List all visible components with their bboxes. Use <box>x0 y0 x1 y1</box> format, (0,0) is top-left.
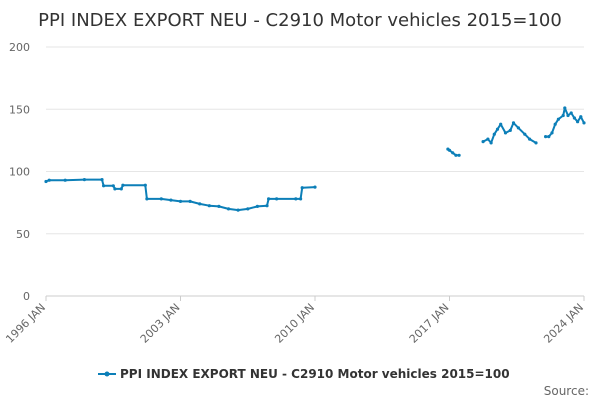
y-tick-label: 0 <box>23 290 30 303</box>
data-point[interactable] <box>582 121 586 125</box>
data-point[interactable] <box>511 121 516 125</box>
data-point[interactable] <box>499 122 503 126</box>
data-point[interactable] <box>47 178 51 182</box>
data-point[interactable] <box>447 148 452 152</box>
x-tick-label: 2003 JAN <box>138 301 183 346</box>
y-axis-ticks: 0 50 100 150 200 <box>9 41 30 303</box>
data-point[interactable] <box>454 153 458 157</box>
data-point[interactable] <box>198 202 202 206</box>
y-tick-label: 50 <box>16 228 30 241</box>
data-point[interactable] <box>563 106 567 110</box>
data-point[interactable] <box>159 197 163 201</box>
data-point[interactable] <box>486 137 490 141</box>
data-point[interactable] <box>226 207 231 211</box>
legend-marker-icon <box>104 371 110 377</box>
data-point[interactable] <box>451 151 455 155</box>
data-point[interactable] <box>143 183 147 187</box>
data-point[interactable] <box>508 128 512 132</box>
data-point[interactable] <box>528 137 532 141</box>
y-gridlines <box>46 46 584 297</box>
data-point[interactable] <box>145 197 149 201</box>
source-label[interactable]: Source: <box>544 384 589 398</box>
data-point[interactable] <box>576 120 580 124</box>
x-tick-label: 2017 JAN <box>407 301 452 346</box>
legend-series-label: PPI INDEX EXPORT NEU - C2910 Motor vehic… <box>120 367 510 381</box>
chart-title: PPI INDEX EXPORT NEU - C2910 Motor vehic… <box>38 10 562 31</box>
data-point[interactable] <box>566 113 570 118</box>
data-point[interactable] <box>547 135 551 139</box>
data-point[interactable] <box>457 153 461 157</box>
data-point[interactable] <box>299 197 303 201</box>
data-point[interactable] <box>550 131 554 135</box>
data-point[interactable] <box>481 140 485 144</box>
data-point[interactable] <box>63 178 67 182</box>
data-point[interactable] <box>82 178 86 182</box>
x-tick-label: 2010 JAN <box>272 301 317 346</box>
data-point[interactable] <box>313 185 317 189</box>
x-tick-label: 2024 JAN <box>541 301 586 346</box>
data-point[interactable] <box>44 179 48 184</box>
data-point[interactable] <box>121 183 125 187</box>
plot-area <box>44 106 586 212</box>
data-point[interactable] <box>523 132 527 136</box>
data-point[interactable] <box>119 187 123 191</box>
data-point[interactable] <box>100 178 104 182</box>
data-point[interactable] <box>207 204 211 208</box>
y-tick-label: 200 <box>9 41 30 54</box>
legend[interactable]: PPI INDEX EXPORT NEU - C2910 Motor vehic… <box>98 367 510 381</box>
data-point[interactable] <box>534 141 538 145</box>
data-point[interactable] <box>503 131 508 135</box>
data-point[interactable] <box>569 111 573 115</box>
data-point[interactable] <box>265 204 269 208</box>
data-point[interactable] <box>572 116 577 120</box>
data-point[interactable] <box>495 127 500 131</box>
y-tick-label: 150 <box>9 103 30 116</box>
x-axis: 1996 JAN 2003 JAN 2010 JAN 2017 JAN 2024 JAN <box>3 296 586 346</box>
data-point[interactable] <box>492 132 496 136</box>
series-line <box>482 121 537 144</box>
data-point[interactable] <box>169 198 173 202</box>
series-line <box>45 178 316 212</box>
data-point[interactable] <box>188 199 192 203</box>
data-point[interactable] <box>579 115 583 119</box>
data-point[interactable] <box>246 207 250 211</box>
y-tick-label: 100 <box>9 166 30 179</box>
data-point[interactable] <box>544 135 548 139</box>
data-point[interactable] <box>236 208 240 212</box>
data-point[interactable] <box>561 113 565 118</box>
data-point[interactable] <box>113 187 117 191</box>
data-point[interactable] <box>178 199 183 203</box>
data-point[interactable] <box>516 126 521 130</box>
data-point[interactable] <box>267 197 271 201</box>
data-point[interactable] <box>255 204 259 208</box>
data-point[interactable] <box>217 204 221 208</box>
data-point[interactable] <box>111 184 115 188</box>
data-point[interactable] <box>489 141 493 145</box>
data-point[interactable] <box>553 122 557 126</box>
data-point[interactable] <box>300 186 304 190</box>
data-point[interactable] <box>102 184 106 188</box>
x-tick-label: 1996 JAN <box>3 301 48 346</box>
data-point[interactable] <box>556 117 561 121</box>
data-point[interactable] <box>275 197 279 201</box>
data-point[interactable] <box>294 197 298 201</box>
